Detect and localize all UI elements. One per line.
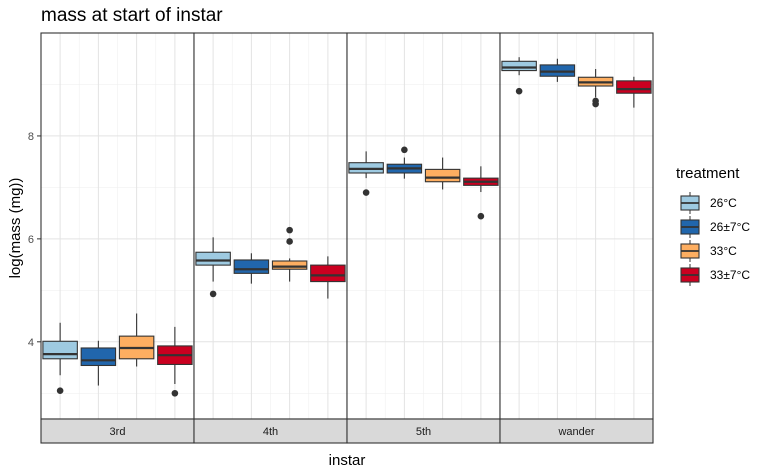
- box-body: [233, 259, 270, 274]
- box-body: [80, 347, 117, 367]
- box-5th-series-2: [386, 146, 423, 179]
- outlier-point: [477, 212, 485, 220]
- box-3rd-series-1: [42, 322, 78, 394]
- box-body: [424, 168, 461, 183]
- legend-item: 26°C: [680, 192, 737, 214]
- box-3rd-series-4: [157, 326, 193, 397]
- box-3rd-series-3: [118, 313, 155, 367]
- box-4th-series-1: [195, 237, 231, 298]
- y-tick-label: 8: [28, 131, 34, 143]
- box-3rd-series-2: [80, 340, 117, 386]
- box-4th-series-3: [271, 226, 308, 282]
- legend-title: treatment: [676, 165, 740, 182]
- legend-label: 26°C: [710, 196, 737, 210]
- box-5th-series-3: [424, 157, 461, 190]
- strip-label: 4th: [263, 426, 278, 438]
- box-4th-series-2: [233, 253, 270, 284]
- legend-key: [680, 264, 700, 286]
- plot-panels: [40, 32, 654, 420]
- y-axis: 4 6 8: [28, 131, 41, 349]
- box-body: [42, 340, 78, 360]
- legend-key: [680, 216, 700, 238]
- box-body: [271, 260, 308, 270]
- y-tick-label: 6: [28, 234, 34, 246]
- legend-key: [680, 192, 700, 214]
- y-axis-title: log(mass (mg)): [7, 178, 24, 279]
- strip-background: [346, 418, 501, 444]
- box-5th-series-4: [463, 166, 499, 220]
- box-wander-series-3: [577, 69, 614, 108]
- outlier-point: [209, 290, 217, 298]
- outlier-point: [362, 189, 370, 196]
- outlier-point: [171, 389, 179, 397]
- facet-panel-5th: [346, 32, 501, 420]
- legend-item: 33°C: [680, 240, 737, 262]
- box-wander-series-1: [501, 57, 537, 95]
- outlier-point: [286, 238, 293, 245]
- outlier-point: [56, 387, 64, 394]
- facet-panel-wander: [499, 32, 654, 420]
- facet-panel-3rd: [40, 32, 195, 420]
- legend-label: 33±7°C: [710, 268, 750, 282]
- strip-3rd: 3rd: [40, 418, 195, 444]
- box-wander-series-4: [616, 76, 652, 108]
- strip-4th: 4th: [193, 418, 348, 444]
- strip-5th: 5th: [346, 418, 501, 444]
- legend-label: 26±7°C: [710, 220, 750, 234]
- box-body: [501, 60, 537, 72]
- strip-background: [193, 418, 348, 444]
- box-5th-series-1: [348, 151, 384, 196]
- x-axis-title: instar: [329, 452, 366, 469]
- box-body: [195, 251, 231, 266]
- outlier-point: [401, 146, 408, 154]
- legend: treatment 26°C 26±7°C 33°C 33±7°C: [676, 165, 750, 286]
- box-body: [310, 264, 346, 283]
- legend-label: 33°C: [710, 244, 737, 258]
- chart-title: mass at start of instar: [41, 5, 223, 26]
- facet-strips: 3rd 4th 5th wander: [40, 418, 654, 444]
- strip-background: [499, 418, 654, 444]
- legend-item: 26±7°C: [680, 216, 750, 238]
- box-wander-series-2: [539, 58, 576, 82]
- strip-wander: wander: [499, 418, 654, 444]
- legend-item: 33±7°C: [680, 264, 750, 286]
- strip-label: 3rd: [110, 426, 126, 438]
- strip-label: 5th: [416, 426, 431, 438]
- box-4th-series-4: [310, 256, 346, 299]
- facet-panel-4th: [193, 32, 348, 420]
- legend-key: [680, 240, 700, 262]
- outlier-point: [286, 226, 293, 234]
- strip-label: wander: [557, 426, 594, 438]
- outlier-point: [592, 97, 599, 105]
- box-body: [616, 80, 652, 94]
- outlier-point: [515, 87, 523, 95]
- y-tick-label: 4: [28, 337, 34, 349]
